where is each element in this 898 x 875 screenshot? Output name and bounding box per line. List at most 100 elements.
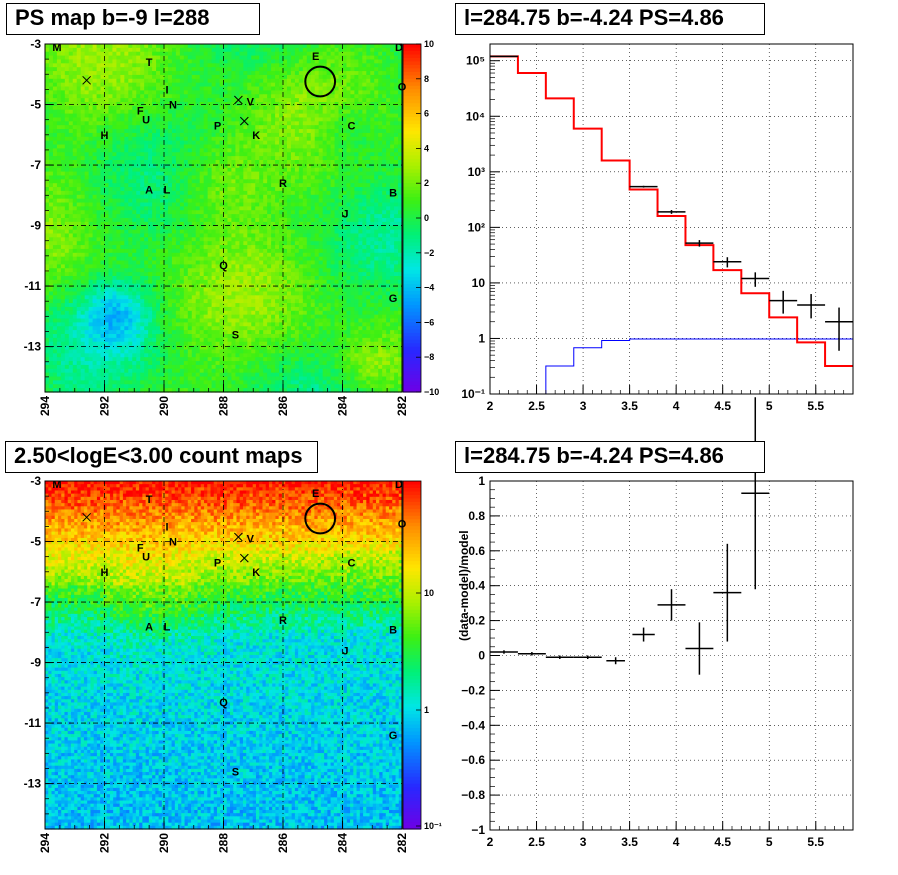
ps-map-panel: 294 292 290 288 286 284 282 -3 -5 -7 -9 -11 -13 10 8 6 4… — [24, 37, 440, 416]
source-label-P: P — [214, 558, 221, 570]
source-label-R: R — [279, 178, 287, 190]
y-tick-label: 0.6 — [468, 544, 485, 558]
source-label-D: D — [395, 479, 403, 491]
colorbar-tick-label: 0 — [424, 213, 429, 223]
x-tick-label: 284 — [336, 833, 350, 853]
source-label-P: P — [214, 121, 221, 133]
x-tick-label: 292 — [98, 833, 112, 853]
y-tick-label: 1 — [478, 474, 485, 488]
x-tick-label: 2.5 — [528, 835, 545, 849]
total-model-line — [490, 55, 853, 367]
x-tick-label: 3.5 — [621, 399, 638, 413]
y-tick-label: 10⁴ — [466, 109, 485, 123]
y-tick-label: -9 — [30, 656, 41, 670]
x-tick-label: 286 — [276, 833, 290, 853]
x-tick-label: 5.5 — [807, 399, 824, 413]
x-tick-label: 5 — [766, 835, 773, 849]
source-label-S: S — [232, 330, 239, 342]
source-label-M: M — [52, 479, 61, 491]
ps-map-colorbar — [403, 44, 421, 393]
x-tick-label: 4 — [673, 399, 680, 413]
roi-circle — [304, 502, 337, 535]
source-label-K: K — [252, 567, 260, 579]
source-label-A: A — [145, 621, 153, 633]
source-label-C: C — [347, 121, 355, 133]
y-tick-label: 10⁵ — [466, 54, 485, 68]
y-tick-label: -3 — [30, 37, 41, 51]
source-label-F: F — [137, 106, 144, 118]
source-label-M: M — [52, 42, 61, 54]
source-label-N: N — [169, 537, 177, 549]
y-tick-label: 0.8 — [468, 509, 485, 523]
y-tick-label: -3 — [30, 474, 41, 488]
x-tick-label: 284 — [336, 396, 350, 416]
source-label-G: G — [389, 730, 398, 742]
y-tick-label: 0.4 — [468, 579, 485, 593]
y-tick-label: -11 — [24, 279, 41, 293]
colorbar-tick-label: −4 — [424, 283, 434, 293]
x-tick-label: 290 — [157, 833, 171, 853]
y-tick-label: 10 — [472, 276, 486, 290]
y-tick-label: 10² — [468, 220, 485, 234]
y-tick-label: -9 — [30, 219, 41, 233]
x-tick-label: 286 — [276, 396, 290, 416]
source-label-A: A — [145, 184, 153, 196]
source-label-U: U — [142, 115, 150, 127]
colorbar-frame — [402, 480, 422, 830]
x-tick-label: 2 — [487, 399, 494, 413]
colorbar-tick-label: 2 — [424, 178, 429, 188]
y-tick-label: -7 — [30, 595, 41, 609]
x-tick-label: 2.5 — [528, 399, 545, 413]
colorbar-tick-label: −2 — [424, 248, 434, 258]
colorbar-tick-label: 10 — [424, 39, 434, 49]
source-label-Q: Q — [219, 697, 228, 709]
y-tick-label: −0.6 — [461, 753, 485, 767]
source-label-D: D — [395, 42, 403, 54]
y-tick-label: 10⁻¹ — [461, 387, 485, 401]
y-axis-label: (data-model)/model — [457, 530, 471, 641]
source-label-U: U — [142, 552, 150, 564]
source-label-J: J — [342, 208, 348, 220]
colorbar-tick-label: 4 — [424, 143, 429, 153]
x-tick-label: 282 — [395, 833, 409, 853]
source-label-R: R — [279, 615, 287, 627]
source-label-O: O — [398, 81, 407, 93]
source-label-B: B — [389, 187, 397, 199]
source-label-I: I — [165, 84, 168, 96]
plot-bg — [490, 44, 853, 394]
x-tick-label: 288 — [217, 396, 231, 416]
y-tick-label: −0.2 — [461, 683, 485, 697]
source-label-N: N — [169, 100, 177, 112]
source-label-L: L — [164, 184, 171, 196]
colorbar-tick-label: 10 — [424, 588, 434, 598]
source-label-L: L — [164, 621, 171, 633]
source-label-I: I — [165, 521, 168, 533]
plot-frame — [489, 43, 854, 395]
source-label-C: C — [347, 558, 355, 570]
source-label-G: G — [389, 293, 398, 305]
colorbar-tick-label: −6 — [424, 317, 434, 327]
y-tick-label: 0 — [478, 649, 485, 663]
x-tick-label: 2 — [487, 835, 494, 849]
ps-map-title: PS map b=-9 l=288 — [6, 3, 260, 35]
y-tick-label: -5 — [30, 535, 41, 549]
y-tick-label: 10³ — [468, 165, 485, 179]
source-label-B: B — [389, 624, 397, 636]
source-label-H: H — [101, 567, 109, 579]
x-tick-label: 4.5 — [714, 399, 731, 413]
y-tick-label: −1 — [471, 823, 485, 837]
source-label-T: T — [146, 494, 153, 506]
count-map-panel: 294 292 290 288 286 284 282 -3 -5 -7 -9 -11 -13 10 1 10… — [24, 474, 442, 853]
colorbar-tick-label: −10 — [424, 387, 439, 397]
source-label-E: E — [312, 51, 319, 63]
source-cross — [82, 512, 92, 522]
source-label-O: O — [398, 518, 407, 530]
source-cross — [239, 553, 249, 563]
x-tick-label: 4 — [673, 835, 680, 849]
source-model-line — [545, 338, 853, 394]
source-cross — [234, 95, 243, 105]
x-tick-label: 292 — [98, 396, 112, 416]
source-cross — [82, 75, 92, 85]
x-tick-label: 290 — [157, 396, 171, 416]
y-tick-label: −0.4 — [461, 718, 485, 732]
